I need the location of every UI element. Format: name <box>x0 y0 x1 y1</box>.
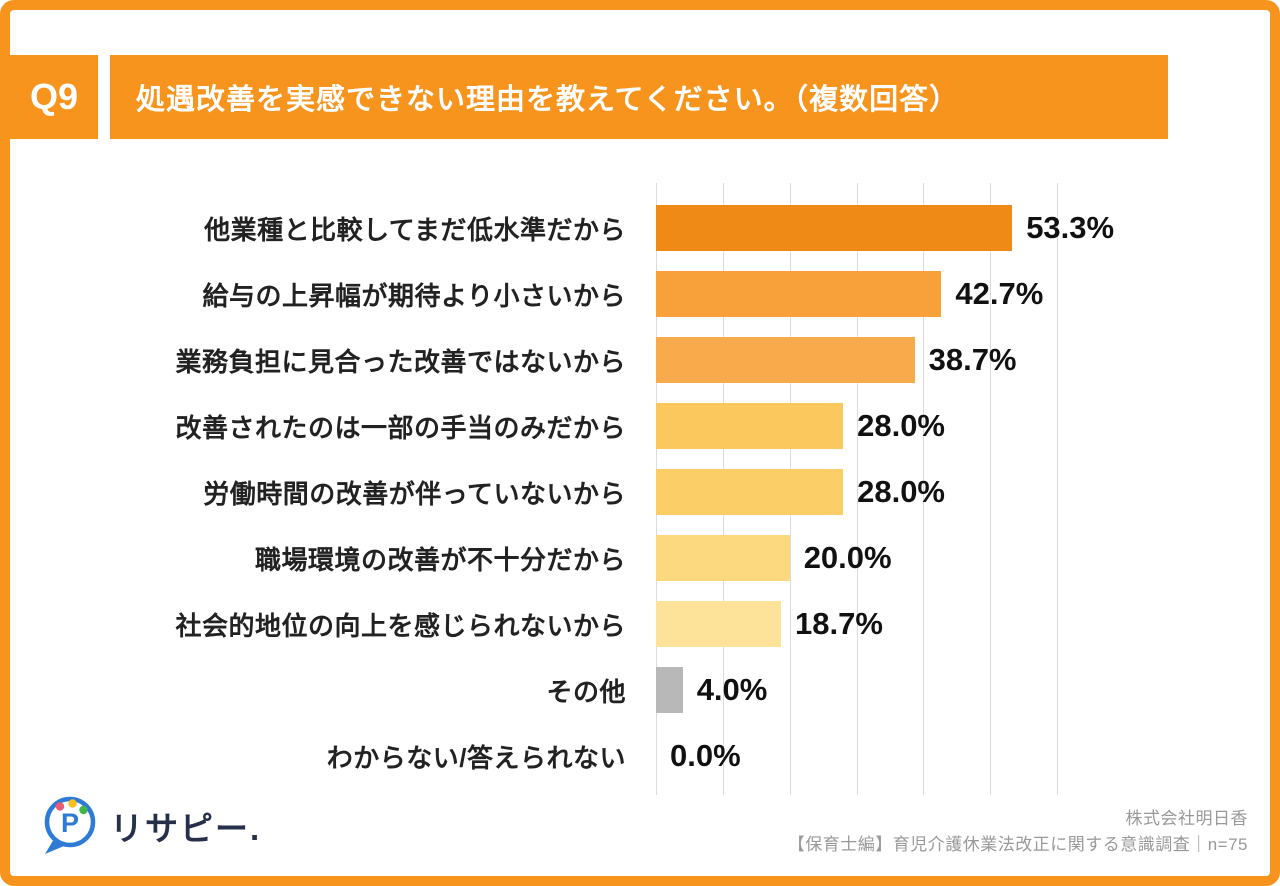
page-title: 処遇改善を実感できない理由を教えてください。（複数回答） <box>110 55 1168 139</box>
value-label: 42.7% <box>955 276 1044 311</box>
risapy-logo: P リサピー. <box>40 795 261 857</box>
value-label: 0.0% <box>670 738 741 773</box>
bar-track: 53.3% <box>626 205 1270 251</box>
survey-caption: 【保育士編】育児介護休業法改正に関する意識調査｜n=75 <box>787 834 1248 854</box>
logo-text: リサピー. <box>110 810 262 847</box>
category-label: 労働時間の改善が伴っていないから <box>203 478 626 509</box>
bar-track: 38.7% <box>626 337 1270 383</box>
chart-rows: 他業種と比較してまだ低水準だから 53.3% 給与の上昇幅が期待より小さいから 42.… <box>10 195 1270 789</box>
bar-track: 18.7% <box>626 601 1270 647</box>
gridline <box>990 183 992 795</box>
survey-credits: 株式会社明日香 【保育士編】育児介護休業法改正に関する意識調査｜n=75 <box>788 806 1248 857</box>
question-number-badge: Q9 <box>10 55 98 139</box>
value-label: 4.0% <box>696 672 768 707</box>
category-label: 職場環境の改善が不十分だから <box>254 544 626 575</box>
bar-track: 42.7% <box>626 271 1270 317</box>
chart-row: 他業種と比較してまだ低水準だから 53.3% <box>10 195 1270 261</box>
bar-track: 0.0% <box>626 738 1270 774</box>
chart-row: 給与の上昇幅が期待より小さいから 42.7% <box>10 261 1270 327</box>
bar-track: 28.0% <box>626 403 1270 449</box>
bar-track: 4.0% <box>626 667 1270 713</box>
bar <box>656 337 915 383</box>
chart-row: 改善されたのは一部の手当のみだから 28.0% <box>10 393 1270 459</box>
category-label: 給与の上昇幅が期待より小さいから <box>202 280 626 311</box>
gridline <box>856 183 858 795</box>
bar <box>656 535 790 581</box>
company-name: 株式会社明日香 <box>1125 809 1248 828</box>
svg-text:P: P <box>61 808 79 838</box>
question-header: Q9 処遇改善を実感できない理由を教えてください。（複数回答） <box>10 55 1270 139</box>
value-label: 53.3% <box>1026 210 1115 245</box>
gridline <box>923 183 925 795</box>
value-label: 28.0% <box>857 474 945 509</box>
bar <box>656 601 781 647</box>
category-label: わからない/答えられない <box>326 742 626 773</box>
value-label: 18.7% <box>795 606 883 641</box>
value-label: 20.0% <box>803 540 892 575</box>
bar <box>656 667 683 713</box>
bar-track: 28.0% <box>626 469 1270 515</box>
bar <box>656 403 844 449</box>
gridline <box>1057 183 1058 795</box>
bar <box>656 271 942 317</box>
category-label: 社会的地位の向上を感じられないから <box>175 610 626 641</box>
chart-row: 職場環境の改善が不十分だから 20.0% <box>10 525 1270 591</box>
category-label: その他 <box>546 676 626 707</box>
value-label: 38.7% <box>928 342 1017 377</box>
category-label: 改善されたのは一部の手当のみだから <box>175 412 626 443</box>
bar-chart: 他業種と比較してまだ低水準だから 53.3% 給与の上昇幅が期待より小さいから 42.… <box>10 183 1270 795</box>
chart-row: わからない/答えられない 0.0% <box>10 723 1270 789</box>
bar <box>656 205 1013 251</box>
chart-row: 業務負担に見合った改善ではないから 38.7% <box>10 327 1270 393</box>
category-label: 他業種と比較してまだ低水準だから <box>204 214 626 245</box>
category-label: 業務負担に見合った改善ではないから <box>175 346 626 377</box>
value-label: 28.0% <box>857 408 945 443</box>
risapy-logo-icon: P <box>44 796 96 854</box>
footer: P リサピー. 株式会社明日香 【保育士編】育児介護休業法改正に関する意識調査｜… <box>10 795 1270 857</box>
bar-track: 20.0% <box>626 535 1270 581</box>
bar <box>656 469 844 515</box>
chart-row: 社会的地位の向上を感じられないから 18.7% <box>10 591 1270 657</box>
chart-row: 労働時間の改善が伴っていないから 28.0% <box>10 459 1270 525</box>
chart-row: その他 4.0% <box>10 657 1270 723</box>
